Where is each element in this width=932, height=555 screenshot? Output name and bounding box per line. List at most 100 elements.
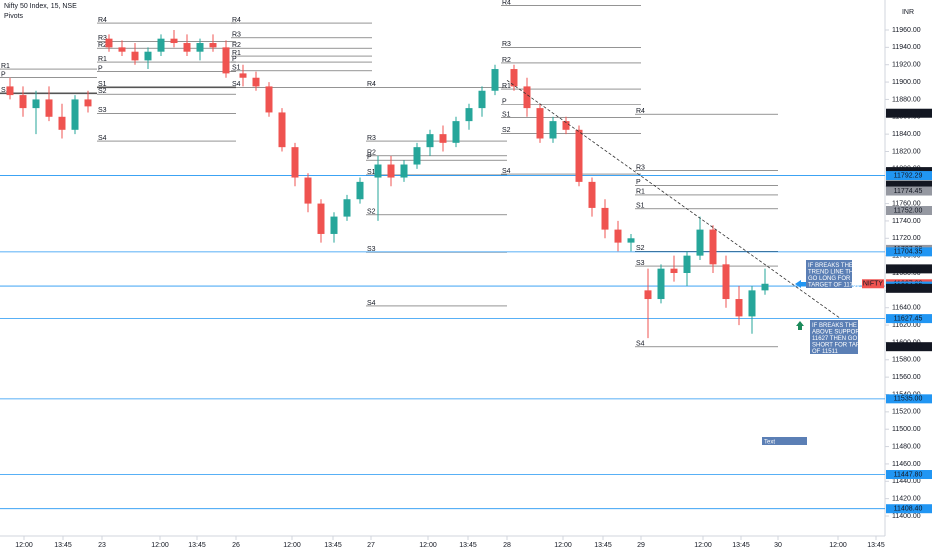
x-tick-label: 28	[503, 542, 511, 549]
candle-body	[644, 290, 652, 300]
x-tick-label: 12:00	[829, 542, 847, 549]
x-tick-label: 13:45	[732, 542, 750, 549]
price-label: 11774.45	[894, 188, 923, 195]
x-tick-label: 26	[232, 542, 240, 549]
price-label: 11864.10	[894, 110, 923, 117]
x-tick-label: 27	[367, 542, 375, 549]
pivot-label: S2	[502, 127, 511, 134]
candle-body	[510, 69, 518, 87]
x-tick-label: 13:45	[324, 542, 342, 549]
pivot-label: R4	[367, 81, 376, 88]
y-tick-label: 11880.00	[892, 96, 921, 103]
x-tick-label: 13:45	[188, 542, 206, 549]
price-label-box	[886, 314, 932, 324]
pivot-label: S4	[98, 135, 107, 142]
y-tick-label: 11960.00	[892, 27, 921, 34]
pivot-label: R2	[367, 150, 376, 157]
candle-body	[239, 73, 247, 78]
indicator-name: Pivots	[4, 13, 24, 20]
candle-body	[523, 86, 531, 109]
y-tick-label: 11500.00	[892, 426, 921, 433]
candle-body	[536, 108, 544, 139]
annotation: Text	[764, 440, 775, 446]
price-label-box	[886, 283, 932, 293]
pivot-label: R1	[502, 83, 511, 90]
price-label: 11662.35	[894, 285, 923, 292]
candle-body	[6, 86, 14, 96]
price-label: 11535.00	[894, 396, 923, 403]
price-label-box	[886, 342, 932, 352]
y-tick-label: 11520.00	[892, 409, 921, 416]
candle-body	[413, 147, 421, 165]
pivot-label: R4	[98, 17, 107, 24]
pivot-label: S3	[367, 246, 376, 253]
pivot-label: S2	[367, 209, 376, 216]
pivot-label: S1	[98, 81, 107, 88]
arrow-left	[795, 280, 806, 288]
candle-body	[291, 147, 299, 178]
price-label-box	[886, 504, 932, 514]
x-tick-label: 12:00	[694, 542, 712, 549]
price-label-box	[886, 247, 932, 257]
x-tick-label: 13:45	[54, 542, 72, 549]
pivot-label: P	[367, 154, 372, 161]
y-tick-label: 11400.00	[892, 513, 921, 520]
price-label-box	[886, 180, 932, 190]
candle-body	[549, 121, 557, 139]
pivot-label: P	[502, 98, 507, 105]
pivot-label: R3	[98, 35, 107, 42]
pivot-label: S3	[98, 107, 107, 114]
x-tick-label: 12:00	[419, 542, 437, 549]
chart-title: Nifty 50 Index, 15, NSE	[4, 3, 77, 10]
candle-body	[588, 181, 596, 208]
candle-body	[601, 207, 609, 230]
trendline	[506, 80, 841, 319]
candle-body	[491, 69, 499, 91]
price-label-box	[886, 186, 932, 196]
pivot-label: S3	[636, 260, 645, 267]
candle-body	[222, 47, 230, 74]
pivot-label: R3	[636, 164, 645, 171]
pivot-label: R4	[636, 108, 645, 115]
pivot-label: R1	[636, 189, 645, 196]
price-label-box	[886, 470, 932, 480]
price-label: 11595.10	[894, 344, 923, 351]
candle-body	[317, 203, 325, 234]
pivot-label: R2	[98, 42, 107, 49]
candle-body	[170, 38, 178, 44]
candle-body	[683, 255, 691, 273]
y-tick-label: 11420.00	[892, 495, 921, 502]
price-label-box	[886, 171, 932, 181]
candle-body	[304, 177, 312, 204]
pivot-label: P	[98, 66, 103, 73]
candle-body	[32, 99, 40, 109]
pivot-label: R3	[232, 32, 241, 39]
candle-body	[439, 134, 447, 143]
candle-body	[144, 51, 152, 61]
symbol-label: NIFTY	[863, 281, 884, 288]
y-tick-label: 11900.00	[892, 79, 921, 86]
pivot-label: R4	[232, 17, 241, 24]
candle-body	[426, 134, 434, 148]
y-tick-label: 11480.00	[892, 443, 921, 450]
candle-body	[761, 283, 769, 291]
pivot-label: S1	[636, 203, 645, 210]
pivot-label: R2	[502, 57, 511, 64]
candle-body	[657, 268, 665, 300]
candle-body	[131, 51, 139, 61]
candle-body	[748, 290, 756, 317]
price-label: 11792.29	[894, 172, 923, 179]
pivot-label: R3	[502, 41, 511, 48]
candle-body	[696, 229, 704, 256]
y-tick-label: 11820.00	[892, 148, 921, 155]
candle-body	[465, 108, 473, 122]
candle-body	[252, 77, 260, 87]
pivot-label: S2	[98, 88, 107, 95]
price-label: 11704.35	[894, 249, 923, 256]
candle-body	[722, 264, 730, 300]
pivot-label: R1	[232, 50, 241, 57]
candle-body	[374, 164, 382, 178]
y-tick-label: 11920.00	[892, 62, 921, 69]
